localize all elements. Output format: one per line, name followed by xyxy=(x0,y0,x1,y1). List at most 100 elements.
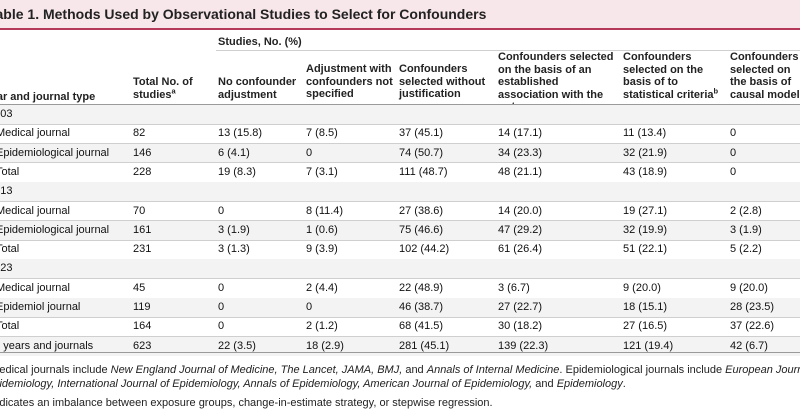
row-label: Epidemiological journal xyxy=(0,146,110,159)
table-cell-c6: 42 (6.7) xyxy=(730,339,768,352)
table-cell-c2: 7 (8.5) xyxy=(306,127,338,140)
table-cell-c5: 19 (27.1) xyxy=(623,204,668,217)
row-band xyxy=(0,220,800,240)
fn-a-and: and xyxy=(402,364,427,376)
fn-a-ej: European Journal of xyxy=(725,364,800,376)
header-total-text: Total No. of studies xyxy=(133,76,193,101)
row-label: Epidemiological journal xyxy=(0,223,110,236)
table-cell-c4: 34 (23.3) xyxy=(498,146,543,159)
table-cell-c3: 102 (44.2) xyxy=(399,243,450,256)
table-cell-total: 45 xyxy=(133,281,146,294)
row-divider xyxy=(0,123,800,125)
header-statistical-criteria: Confounders selected on the basis of to … xyxy=(623,51,723,101)
header-total: Total No. of studiesa xyxy=(133,76,211,101)
row-label: Medical journal xyxy=(0,281,70,294)
section-year-label: 2023 xyxy=(0,262,13,275)
table-title: Table 1. Methods Used by Observational S… xyxy=(0,6,487,22)
row-band xyxy=(0,298,800,317)
footnote-a-line1: aMedical journals include New England Jo… xyxy=(0,363,800,377)
table-bottom-rule xyxy=(0,352,800,353)
table-cell-c2: 0 xyxy=(306,301,313,313)
header-total-sup: a xyxy=(171,85,176,95)
table-cell-c3: 74 (50.7) xyxy=(399,146,444,159)
table-cell-total: 119 xyxy=(133,301,151,313)
fn-a-line2-and: and xyxy=(532,378,557,390)
table-cell-c3: 27 (38.6) xyxy=(399,204,444,217)
header-bottom-rule xyxy=(0,104,800,105)
table-cell-c6: 9 (20.0) xyxy=(730,281,768,294)
section-year-label: 2013 xyxy=(0,185,13,198)
table-cell-c3: 281 (45.1) xyxy=(399,339,450,352)
row-label: Medical journal xyxy=(0,127,70,140)
table-cell-c2: 0 xyxy=(306,146,313,159)
table-cell-c4: 27 (22.7) xyxy=(498,301,543,313)
table-cell-c4: 47 (29.2) xyxy=(498,223,543,236)
table-cell-total: 82 xyxy=(133,127,146,140)
table-cell-c1: 6 (4.1) xyxy=(218,146,250,159)
header-without-justification: Confounders selected without justificati… xyxy=(399,63,486,100)
table-cell-c2: 7 (3.1) xyxy=(306,165,338,178)
table-cell-c1: 0 xyxy=(218,301,225,313)
table-cell-total: 70 xyxy=(133,204,146,217)
footnote-b: bIndicates an imbalance between exposure… xyxy=(0,396,493,410)
table-cell-c5: 27 (16.5) xyxy=(623,320,668,333)
studies-group-header: Studies, No. (%) xyxy=(218,36,302,48)
table-cell-c1: 3 (1.9) xyxy=(218,223,250,236)
row-label: All years and journals xyxy=(0,339,94,352)
header-established-association: Confounders selected on the basis of an … xyxy=(498,51,614,113)
header-statistical-criteria-text: Confounders selected on the basis of to … xyxy=(623,51,714,101)
header-statistical-criteria-sup: b xyxy=(713,85,719,95)
table-cell-c3: 46 (38.7) xyxy=(399,301,444,313)
table-cell-c1: 22 (3.5) xyxy=(218,339,256,352)
table-cell-c5: 51 (22.1) xyxy=(623,243,668,256)
table-cell-c4: 14 (17.1) xyxy=(498,127,543,140)
fn-a-line2: Epidemiology, International Journal of E… xyxy=(0,378,533,390)
table-cell-c4: 48 (21.1) xyxy=(498,165,543,178)
table-cell-c6: 28 (23.5) xyxy=(730,301,775,313)
table-cell-c6: 0 xyxy=(730,127,737,140)
row-label: Total xyxy=(0,165,20,178)
row-band xyxy=(0,182,800,202)
table-cell-c1: 3 (1.3) xyxy=(218,243,250,256)
table-title-bar: Table 1. Methods Used by Observational S… xyxy=(0,0,800,30)
fn-a-epi: Epidemiology xyxy=(556,378,623,390)
row-label: Total xyxy=(0,320,20,333)
row-band xyxy=(0,105,800,124)
table-cell-c5: 18 (15.1) xyxy=(623,301,668,313)
table-cell-c2: 18 (2.9) xyxy=(306,339,344,352)
table-cell-c1: 0 xyxy=(218,320,225,333)
table-cell-c2: 8 (11.4) xyxy=(306,204,344,217)
header-year-journal: Year and journal type xyxy=(0,91,96,103)
row-divider xyxy=(0,316,800,318)
fn-a-med: New England Journal of Medicine, The Lan… xyxy=(110,364,403,376)
table-cell-c1: 0 xyxy=(218,204,225,217)
row-divider xyxy=(0,278,800,280)
table-cell-total: 146 xyxy=(133,146,152,159)
table-cell-c3: 37 (45.1) xyxy=(399,127,444,140)
table-cell-c1: 0 xyxy=(218,281,225,294)
table-cell-c2: 1 (0.6) xyxy=(306,223,338,236)
table-cell-total: 164 xyxy=(133,320,152,333)
table-cell-c5: 121 (19.4) xyxy=(623,339,674,352)
table-cell-c5: 32 (21.9) xyxy=(623,146,668,159)
row-label: Epidemiol journal xyxy=(0,301,81,313)
table-cell-c6: 37 (22.6) xyxy=(730,320,775,333)
fn-b-text: Indicates an imbalance between exposure … xyxy=(0,397,493,409)
header-causal-model: Confounders selected on the basis of cau… xyxy=(730,51,800,101)
table-cell-c5: 43 (18.9) xyxy=(623,165,668,178)
row-divider xyxy=(0,162,800,164)
table-cell-total: 161 xyxy=(133,223,152,236)
table-cell-c4: 14 (20.0) xyxy=(498,204,543,217)
header-no-adjustment: No confounder adjustment xyxy=(218,76,297,101)
row-band xyxy=(0,259,800,279)
footnote-a-line2: Epidemiology, International Journal of E… xyxy=(0,377,626,391)
table-cell-c6: 5 (2.2) xyxy=(730,243,762,256)
table-cell-c4: 139 (22.3) xyxy=(498,339,549,352)
table-cell-c5: 32 (19.9) xyxy=(623,223,668,236)
section-year-label: 2003 xyxy=(0,108,13,120)
table-cell-c1: 13 (15.8) xyxy=(218,127,263,140)
table-cell-c6: 0 xyxy=(730,146,737,159)
table-cell-c3: 22 (48.9) xyxy=(399,281,444,294)
fn-a-aim: Annals of Internal Medicine xyxy=(426,364,560,376)
table-cell-c5: 9 (20.0) xyxy=(623,281,661,294)
